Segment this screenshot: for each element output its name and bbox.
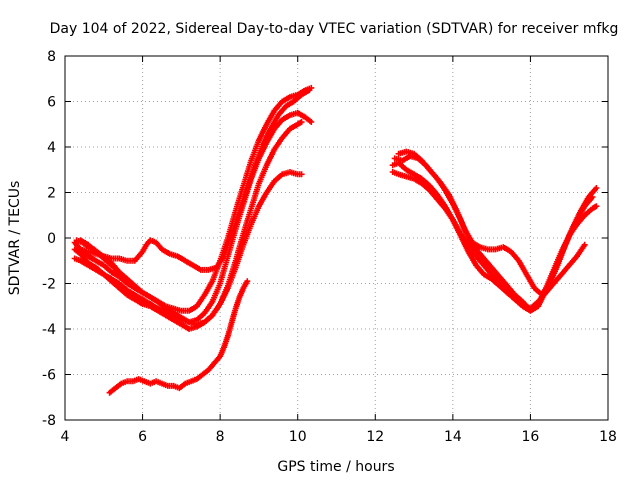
plot-frame: [64, 55, 609, 421]
series-track-5: [77, 87, 313, 273]
x-tick-label: 4: [61, 429, 70, 445]
x-tick-label: 12: [366, 429, 384, 445]
y-tick-label: -2: [42, 277, 56, 293]
y-tick-label: 6: [47, 95, 56, 111]
data-marks: [71, 84, 600, 396]
y-tick-label: 0: [47, 231, 56, 247]
y-tick-label: -6: [42, 368, 56, 384]
x-tick-label: 18: [599, 429, 617, 445]
y-tick-label: 8: [47, 49, 56, 65]
grid-lines: [65, 56, 608, 420]
axis-ticks: 4 6 8 10 12 14 16 18 -8 -6 -4 -2 0 2 4 6 8: [42, 49, 617, 445]
y-tick-label: 2: [47, 186, 56, 202]
series-track-6: [106, 278, 251, 396]
y-tick-label: 4: [47, 140, 56, 156]
y-tick-label: -8: [42, 413, 56, 429]
data-point-markers: [395, 148, 600, 314]
x-axis-label: GPS time / hours: [277, 459, 394, 475]
x-tick-label: 8: [216, 429, 225, 445]
series-track-4: [71, 169, 305, 332]
data-point-markers: [106, 278, 251, 396]
series-track-11: [395, 148, 600, 314]
x-tick-label: 16: [522, 429, 540, 445]
data-point-markers: [71, 169, 305, 332]
data-point-markers: [77, 87, 313, 273]
series-track-3: [77, 119, 305, 328]
y-axis-label: SDTVAR / TECUs: [7, 181, 23, 296]
x-tick-label: 14: [444, 429, 462, 445]
data-point-markers: [77, 119, 305, 328]
x-tick-label: 6: [138, 429, 147, 445]
y-tick-label: -4: [42, 322, 56, 338]
data-point-markers: [73, 237, 121, 273]
chart-title: Day 104 of 2022, Sidereal Day-to-day VTE…: [50, 21, 619, 37]
series-track-7: [73, 237, 121, 273]
x-tick-label: 10: [289, 429, 307, 445]
